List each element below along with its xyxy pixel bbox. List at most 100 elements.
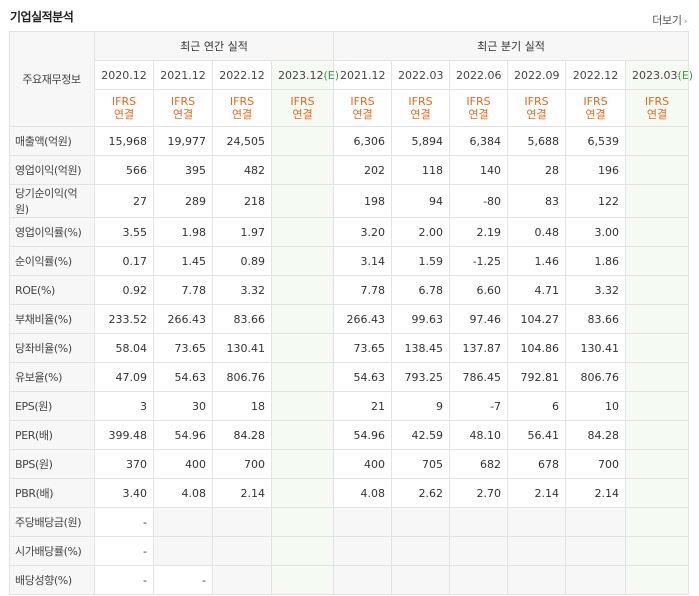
quarter-value: -7 [449,391,509,421]
period-label: 2020.12 [101,68,147,82]
quarter-value [625,217,690,247]
annual-value [270,420,335,450]
annual-value: - [153,565,213,595]
annual-value: 233.52 [94,304,154,334]
period-label: 2022.12 [572,68,619,82]
period-label: 2022.03 [398,68,444,82]
quarter-value: 48.10 [449,420,509,450]
period-label: 2022.06 [456,68,502,82]
annual-value [270,333,335,363]
quarter-value: 6,306 [333,126,393,156]
quarter-value [333,536,393,566]
quarter-value [391,565,451,595]
quarter-value: 400 [333,449,393,479]
quarter-value [449,507,509,537]
annual-value: 18 [212,391,272,421]
annual-value: 0.92 [94,275,154,305]
quarter-value: 130.41 [565,333,627,363]
quarter-value: 3.14 [333,246,393,276]
quarter-period: 2023.03(E) [625,60,693,90]
ifrs-label: IFRS [583,95,608,108]
header-row-titles: 주요재무정보 최근 연간 실적 최근 분기 실적 [9,31,690,127]
annual-value [270,565,335,595]
annual-value: - [94,507,154,537]
accounting-standard: IFRS 연결 [625,89,690,127]
row-label: 영업이익률(%) [9,217,95,247]
quarter-value [625,507,690,537]
consolidated-label: 연결 [352,108,373,121]
annual-value: 19,977 [153,126,213,156]
more-link[interactable]: 더보기 › [652,12,687,28]
row-label: 당기순이익(억원) [9,184,95,218]
quarter-value: 3.32 [565,275,627,305]
quarter-value: -80 [449,184,509,218]
row-label: 매출액(억원) [9,126,95,156]
row-label: 배당성향(%) [9,565,95,595]
quarter-value: 196 [565,155,627,185]
quarter-value: 21 [333,391,393,421]
row-label-header: 주요재무정보 [9,31,95,127]
accounting-standard: IFRS 연결 [565,89,627,127]
row-label: PBR(배) [9,478,95,508]
annual-value: 3.55 [94,217,154,247]
estimate-mark: (E) [677,68,694,82]
table-row: PER(배) 399.48 54.96 84.28 54.96 42.59 48.10 56.… [9,420,690,450]
ifrs-label: IFRS [350,95,375,108]
period-label: 2021.12 [160,68,206,82]
consolidated-label: 연결 [585,108,606,121]
quarter-value: 705 [391,449,451,479]
accounting-standard: IFRS 연결 [391,89,451,127]
consolidated-label: 연결 [292,108,313,121]
quarter-value: 1.86 [565,246,627,276]
quarter-value [625,275,690,305]
quarter-value: 94 [391,184,451,218]
quarter-value [625,333,690,363]
annual-value [270,507,335,537]
quarter-value [625,126,690,156]
quarter-period: 2022.06 [449,60,509,90]
quarter-value: 9 [391,391,451,421]
accounting-standard: IFRS 연결 [153,89,213,127]
row-label: 시가배당률(%) [9,536,95,566]
row-label: 영업이익(억원) [9,155,95,185]
annual-value: 54.63 [153,362,213,392]
quarter-value: 42.59 [391,420,451,450]
annual-value [270,304,335,334]
quarter-value [333,507,393,537]
quarter-value: 2.14 [507,478,567,508]
table-row: 당기순이익(억원) 27 289 218 198 94 -80 83 122 [9,184,690,218]
quarter-value: 202 [333,155,393,185]
consolidated-label: 연결 [646,108,668,121]
chevron-right-icon: › [683,17,688,27]
quarter-value: 5,688 [507,126,567,156]
financial-table: 주요재무정보 최근 연간 실적 최근 분기 실적 2020.12 2021.12 2022… [9,31,693,595]
quarter-value: 793.25 [391,362,451,392]
annual-value: 3.40 [94,478,154,508]
quarter-value: 1.46 [507,246,567,276]
annual-value: 806.76 [212,362,272,392]
quarter-value: 792.81 [507,362,567,392]
annual-value: 84.28 [212,420,272,450]
quarter-value: 2.00 [391,217,451,247]
quarter-value: 7.78 [333,275,393,305]
annual-value [153,536,213,566]
quarter-value: 806.76 [565,362,627,392]
table-row: 당좌비율(%) 58.04 73.65 130.41 73.65 138.45 137.87… [9,333,690,363]
consolidated-label: 연결 [410,108,431,121]
annual-value: 54.96 [153,420,213,450]
annual-value [270,126,335,156]
table-row: 시가배당률(%) - [9,536,690,566]
table-row: 영업이익(억원) 566 395 482 202 118 140 28 196 [9,155,690,185]
quarter-value: 6 [507,391,567,421]
ifrs-label: IFRS [644,95,670,108]
table-row: 영업이익률(%) 3.55 1.98 1.97 3.20 2.00 2.19 0.48 3.00 [9,217,690,247]
table-row: 순이익률(%) 0.17 1.45 0.89 3.14 1.59 -1.25 1.46 1.86 [9,246,690,276]
quarter-title: 최근 분기 실적 [333,31,690,61]
quarter-value [625,536,690,566]
annual-value: 400 [153,449,213,479]
quarter-value: 2.19 [449,217,509,247]
quarter-value: 83 [507,184,567,218]
annual-value: 3.32 [212,275,272,305]
estimate-mark: (E) [323,68,340,82]
accounting-standard: IFRS 연결 [212,89,272,127]
